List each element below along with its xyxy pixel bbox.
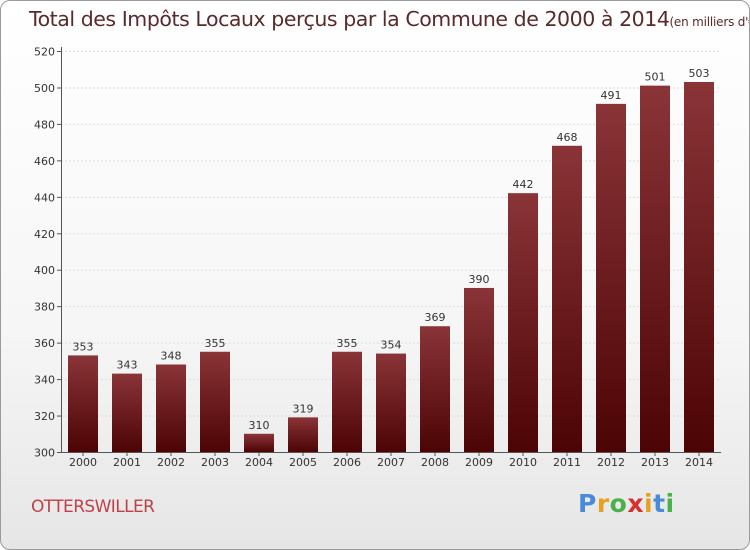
value-label-2001: 343	[117, 359, 138, 372]
x-tick-label-2000: 2000	[69, 456, 97, 469]
value-label-2003: 355	[205, 337, 226, 350]
x-tick-label-2006: 2006	[333, 456, 361, 469]
value-label-2004: 310	[249, 419, 270, 432]
value-label-2002: 348	[161, 350, 182, 363]
y-tick-label: 380	[34, 301, 55, 314]
bar-2005	[288, 417, 318, 452]
label-layer: 353 2000 343 2001 348 2002 355 2003 310 2004 319 20…	[69, 67, 713, 469]
x-tick-label-2011: 2011	[553, 456, 581, 469]
value-label-2014: 503	[689, 67, 710, 80]
y-tick-label: 300	[34, 447, 55, 460]
chart-title-text: Total des Impôts Locaux perçus par la Co…	[29, 7, 670, 31]
logo-letter: o	[609, 489, 628, 518]
y-tick-label: 480	[34, 118, 55, 131]
bar-2006	[332, 351, 362, 452]
value-label-2007: 354	[381, 339, 402, 352]
bar-2000	[68, 355, 98, 452]
value-label-2011: 468	[557, 131, 578, 144]
x-tick-label-2014: 2014	[685, 456, 713, 469]
value-label-2005: 319	[293, 402, 314, 415]
y-tick-label: 360	[34, 337, 55, 350]
y-tick-label: 320	[34, 410, 55, 423]
y-tick-label: 340	[34, 374, 55, 387]
chart-title: Total des Impôts Locaux perçus par la Co…	[29, 7, 749, 31]
logo-letter: r	[596, 489, 610, 518]
x-tick-label-2009: 2009	[465, 456, 493, 469]
bar-2010	[508, 193, 538, 452]
logo-letter: i	[665, 489, 675, 518]
value-label-2012: 491	[601, 89, 622, 102]
value-label-2013: 501	[645, 71, 666, 84]
bar-2012	[596, 103, 626, 452]
bar-2011	[552, 145, 582, 453]
bar-2001	[112, 373, 142, 452]
value-label-2009: 390	[469, 273, 490, 286]
bar-2007	[376, 353, 406, 452]
proxiti-logo: Proxiti	[578, 489, 675, 518]
axis-layer: 300 320 340 360 380 400 420 440 460 480 500 520	[34, 46, 721, 460]
bar-2014	[684, 81, 714, 453]
bar-2003	[200, 351, 230, 452]
y-tick-label: 440	[34, 191, 55, 204]
logo-letter: i	[644, 489, 654, 518]
chart-unit-text: (en milliers d'€)	[669, 15, 749, 29]
x-tick-label-2013: 2013	[641, 456, 669, 469]
x-tick-label-2004: 2004	[245, 456, 273, 469]
value-label-2008: 369	[425, 311, 446, 324]
y-tick-label: 420	[34, 228, 55, 241]
x-tick-label-2001: 2001	[113, 456, 141, 469]
logo-letter: t	[653, 489, 666, 518]
logo-letter: x	[627, 489, 644, 518]
bar-layer	[68, 81, 714, 453]
value-label-2010: 442	[513, 178, 534, 191]
value-label-2000: 353	[73, 340, 94, 353]
logo-letter: P	[578, 489, 597, 518]
x-tick-label-2005: 2005	[289, 456, 317, 469]
x-tick-label-2012: 2012	[597, 456, 625, 469]
x-tick-label-2003: 2003	[201, 456, 229, 469]
x-tick-label-2002: 2002	[157, 456, 185, 469]
y-tick-label: 400	[34, 264, 55, 277]
bar-2009	[464, 287, 494, 452]
y-tick-label: 460	[34, 155, 55, 168]
y-tick-label: 520	[34, 46, 55, 59]
commune-name: OTTERSWILLER	[31, 497, 155, 517]
x-tick-label-2008: 2008	[421, 456, 449, 469]
x-tick-label-2007: 2007	[377, 456, 405, 469]
bar-2004	[244, 433, 274, 452]
y-tick-label: 500	[34, 82, 55, 95]
value-label-2006: 355	[337, 337, 358, 350]
bar-2013	[640, 85, 670, 452]
bar-2002	[156, 364, 186, 452]
x-tick-label-2010: 2010	[509, 456, 537, 469]
bar-2008	[420, 326, 450, 452]
